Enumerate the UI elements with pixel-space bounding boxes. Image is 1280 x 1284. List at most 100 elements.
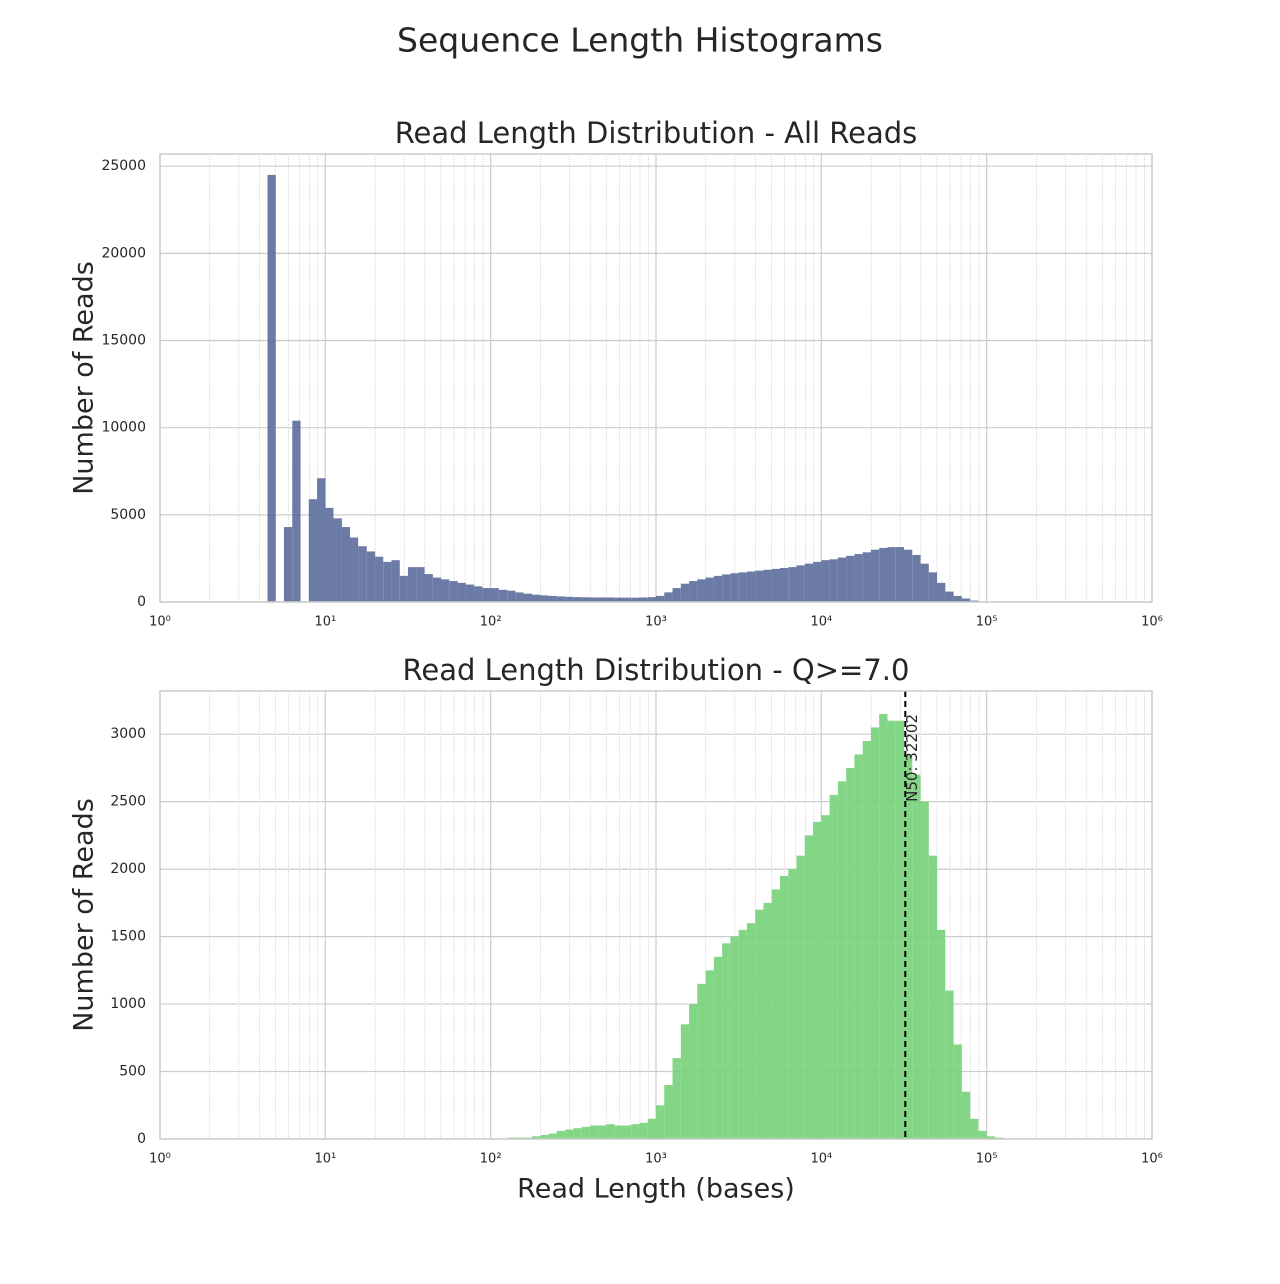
x-tick-label: 10⁴ xyxy=(810,1152,832,1167)
bar xyxy=(879,714,887,1139)
bar xyxy=(838,781,846,1139)
bar xyxy=(549,596,557,602)
bar xyxy=(772,569,780,602)
bar xyxy=(557,596,565,602)
bar xyxy=(962,1092,970,1139)
bar xyxy=(491,588,499,602)
bar xyxy=(714,957,722,1139)
bar xyxy=(805,835,813,1139)
bar xyxy=(532,595,540,602)
bar xyxy=(466,585,474,602)
bar xyxy=(565,1130,573,1139)
bar xyxy=(342,527,350,602)
bar xyxy=(673,588,681,602)
bar xyxy=(639,1123,647,1139)
bar xyxy=(722,574,730,602)
bar xyxy=(929,856,937,1139)
bar xyxy=(268,175,276,602)
bar xyxy=(838,558,846,602)
bar xyxy=(350,538,358,602)
bar xyxy=(549,1134,557,1139)
bar xyxy=(813,562,821,602)
y-tick-label: 3000 xyxy=(110,726,146,742)
bar xyxy=(515,592,523,602)
y-tick-label: 15000 xyxy=(101,333,146,349)
bar xyxy=(681,1024,689,1139)
bar xyxy=(954,1045,962,1139)
bar xyxy=(375,557,383,602)
y-tick-label: 500 xyxy=(119,1064,146,1080)
y-tick-label: 20000 xyxy=(101,245,146,261)
x-tick-label: 10⁶ xyxy=(1141,615,1163,630)
bar xyxy=(309,499,317,602)
bar xyxy=(937,930,945,1139)
y-tick-label: 0 xyxy=(137,594,146,610)
bar xyxy=(945,991,953,1139)
x-tick-label: 10¹ xyxy=(314,615,336,630)
bar xyxy=(433,578,441,602)
bar xyxy=(689,1004,697,1139)
y-tick-label: 1500 xyxy=(110,929,146,945)
x-tick-label: 10¹ xyxy=(314,1152,336,1167)
bar xyxy=(747,571,755,602)
bar xyxy=(937,583,945,602)
bar xyxy=(367,551,375,602)
bar xyxy=(896,547,904,602)
y-tick-label: 2500 xyxy=(110,794,146,810)
bar xyxy=(358,546,367,602)
x-tick-label: 10³ xyxy=(645,615,667,630)
bar xyxy=(788,567,796,602)
bar xyxy=(623,1126,631,1139)
bar xyxy=(871,550,879,602)
x-tick-label: 10² xyxy=(480,1152,502,1167)
bar xyxy=(813,822,821,1139)
bar xyxy=(887,547,895,602)
bar xyxy=(681,584,689,602)
bar xyxy=(590,1126,598,1139)
x-tick-label: 10⁰ xyxy=(149,615,171,630)
bar xyxy=(954,596,962,602)
bar xyxy=(755,571,763,602)
bar xyxy=(615,1126,623,1139)
figure-title: Sequence Length Histograms xyxy=(397,21,883,60)
x-tick-label: 10⁰ xyxy=(149,1152,171,1167)
bar xyxy=(904,550,912,602)
axes-title: Read Length Distribution - Q>=7.0 xyxy=(403,653,910,687)
bar xyxy=(317,478,325,602)
bar xyxy=(887,721,895,1139)
x-tick-label: 10² xyxy=(480,615,502,630)
bar xyxy=(739,930,747,1139)
bar xyxy=(333,518,341,602)
bar xyxy=(697,984,705,1139)
bar xyxy=(763,570,771,602)
bar xyxy=(970,1119,978,1139)
bar xyxy=(664,1085,672,1139)
y-tick-label: 0 xyxy=(137,1131,146,1147)
bar xyxy=(821,815,829,1139)
bar xyxy=(565,597,573,602)
bar xyxy=(524,594,533,602)
bar xyxy=(929,572,937,602)
bar xyxy=(631,1124,639,1139)
y-tick-label: 2000 xyxy=(110,861,146,877)
bar xyxy=(854,754,862,1139)
bar xyxy=(292,421,300,602)
y-tick-label: 25000 xyxy=(101,158,146,174)
bar xyxy=(540,595,548,602)
bar xyxy=(706,970,714,1139)
bar xyxy=(458,583,466,602)
bar xyxy=(912,775,920,1139)
bar xyxy=(780,568,788,602)
y-tick-label: 1000 xyxy=(110,996,146,1012)
bar xyxy=(656,596,664,602)
bar xyxy=(821,560,829,602)
bar xyxy=(921,802,929,1139)
bar xyxy=(673,1058,681,1139)
bar xyxy=(714,576,722,602)
bar xyxy=(706,578,714,602)
bar xyxy=(978,1131,986,1139)
bar xyxy=(573,1128,581,1139)
bar xyxy=(755,910,763,1139)
bar xyxy=(739,572,747,602)
